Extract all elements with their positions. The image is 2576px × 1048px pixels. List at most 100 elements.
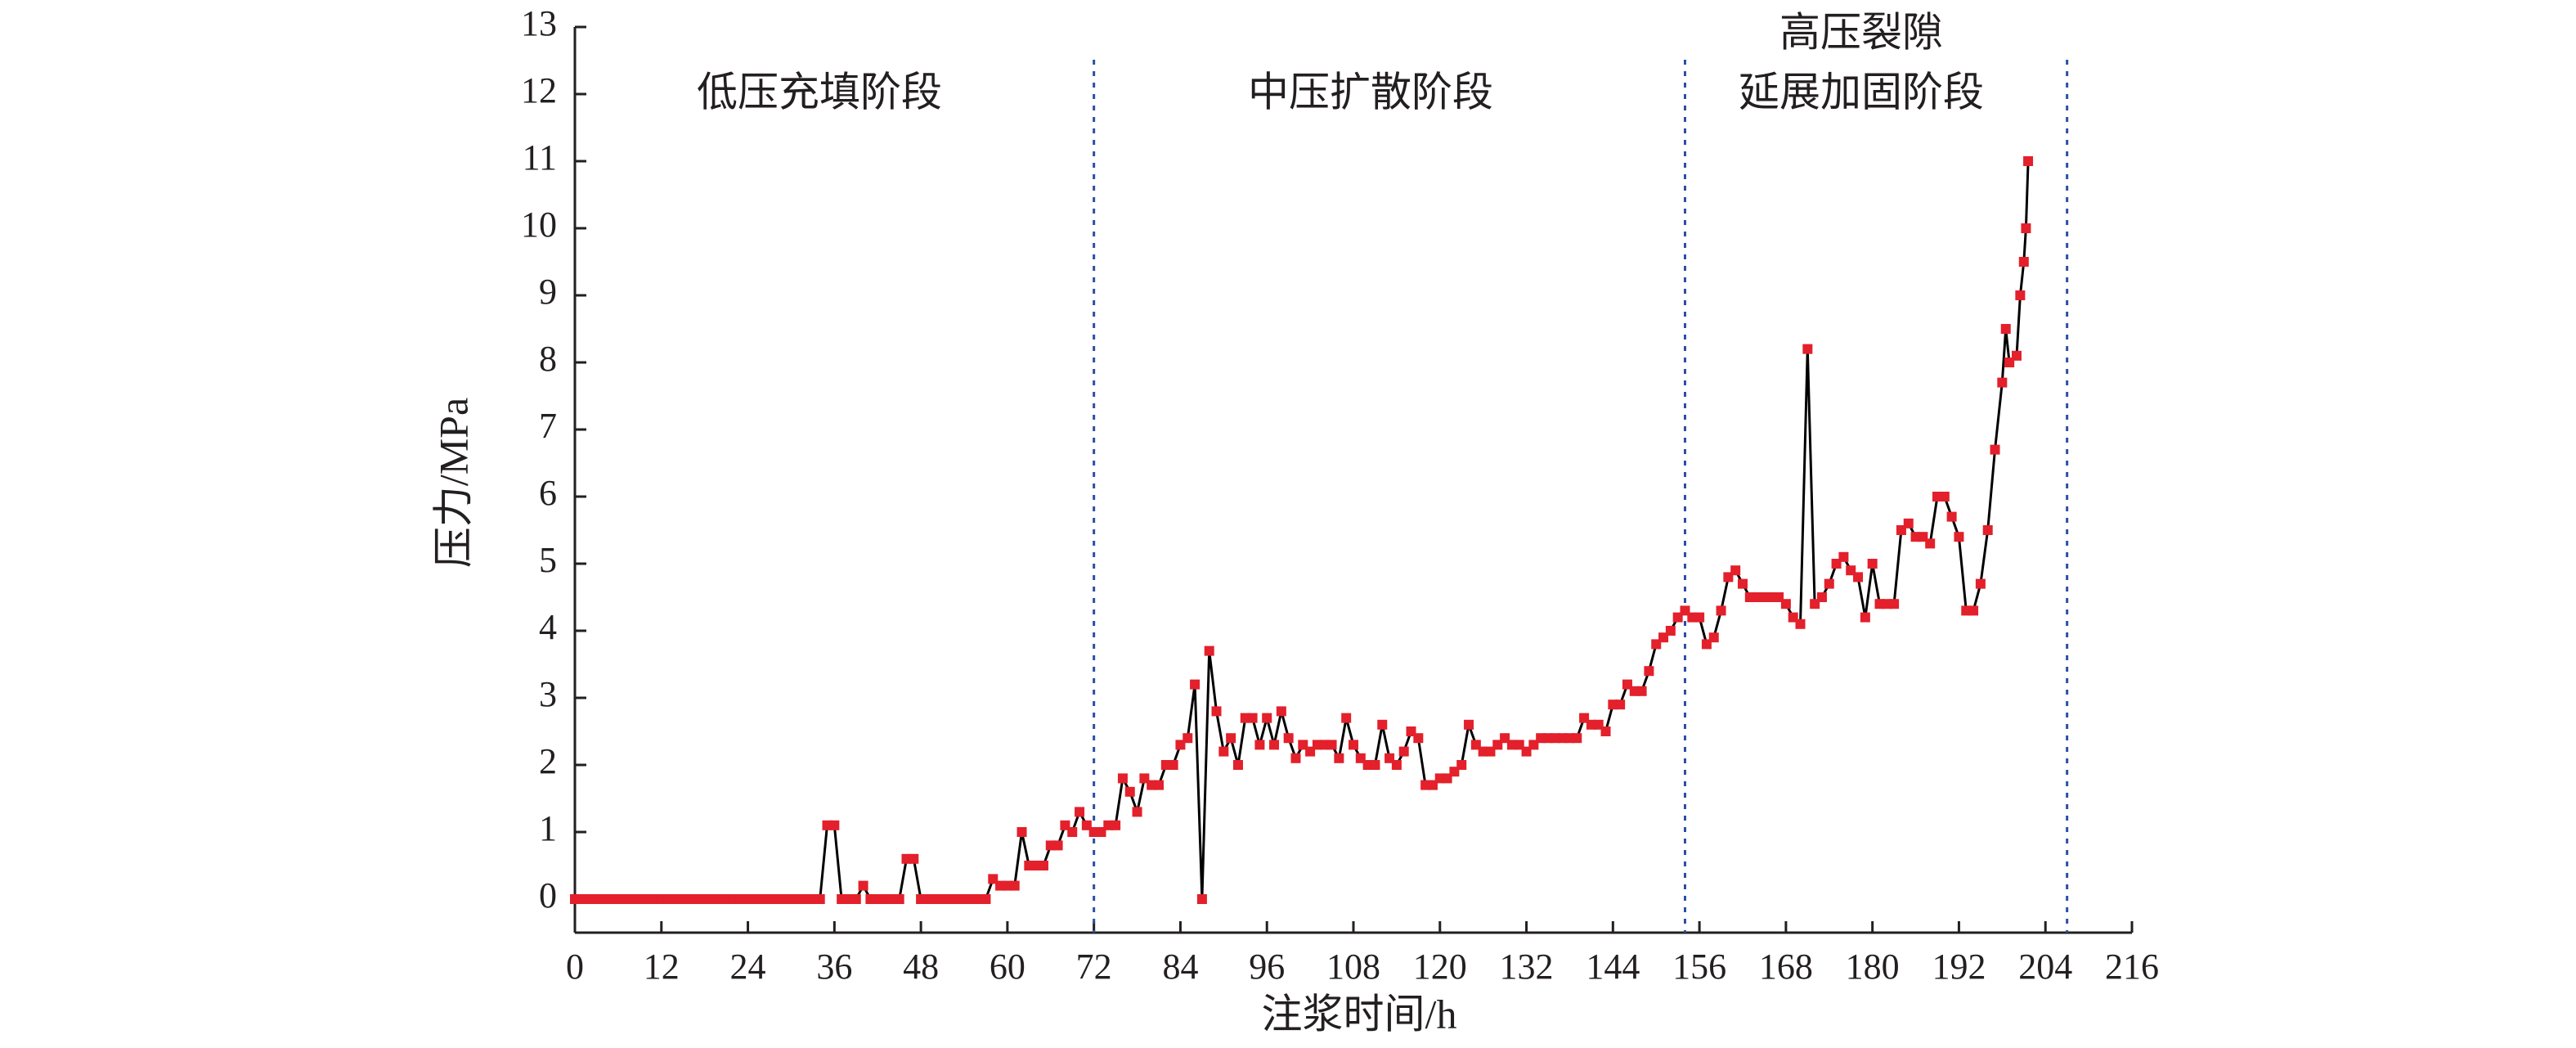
marker <box>1600 726 1611 736</box>
marker <box>1780 599 1791 609</box>
marker <box>1939 492 1950 502</box>
y-tick-label: 1 <box>539 808 557 848</box>
marker <box>1954 532 1964 542</box>
marker <box>1204 645 1214 656</box>
x-tick-label: 36 <box>816 947 852 987</box>
y-tick-label: 5 <box>539 540 557 580</box>
marker <box>1795 618 1806 629</box>
marker <box>1975 578 1986 589</box>
phase-label: 低压充填阶段 <box>697 69 942 115</box>
marker <box>1154 780 1164 790</box>
marker <box>1615 699 1626 710</box>
marker <box>1730 565 1741 576</box>
marker <box>1190 679 1200 690</box>
x-tick-label: 72 <box>1076 947 1112 987</box>
marker <box>1456 760 1467 770</box>
marker <box>1290 753 1301 763</box>
marker <box>1816 592 1827 602</box>
marker <box>2018 257 2029 267</box>
marker <box>1802 344 1813 354</box>
marker <box>1824 578 1834 589</box>
marker <box>858 880 868 891</box>
marker <box>1132 807 1142 817</box>
marker <box>1982 525 1993 535</box>
y-tick-label: 11 <box>523 137 557 178</box>
x-tick-label: 96 <box>1249 947 1285 987</box>
marker <box>1269 740 1280 750</box>
y-tick-label: 0 <box>539 875 557 915</box>
marker <box>1226 733 1236 744</box>
marker <box>1016 827 1027 837</box>
marker <box>1183 733 1193 744</box>
marker <box>1716 605 1726 616</box>
marker <box>1665 626 1676 636</box>
marker <box>1997 377 2008 388</box>
marker <box>1111 820 1121 830</box>
x-tick-label: 24 <box>730 947 766 987</box>
marker <box>1218 746 1229 757</box>
y-tick-label: 10 <box>521 205 557 245</box>
x-tick-label: 204 <box>2018 947 2072 987</box>
marker <box>1413 733 1424 744</box>
x-tick-label: 0 <box>566 947 584 987</box>
marker <box>1262 713 1272 723</box>
marker <box>1990 444 2000 455</box>
marker <box>1038 861 1048 870</box>
marker <box>2015 290 2026 300</box>
marker <box>1838 551 1849 562</box>
marker <box>1052 840 1063 851</box>
marker <box>1968 605 1979 616</box>
marker <box>2023 156 2034 166</box>
phase-label: 中压扩散阶段 <box>1248 69 1493 115</box>
x-tick-label: 180 <box>1846 947 1900 987</box>
y-tick-label: 4 <box>539 607 557 647</box>
marker <box>815 894 825 904</box>
marker <box>894 894 904 904</box>
marker <box>2011 350 2022 361</box>
y-tick-label: 8 <box>539 339 557 379</box>
y-tick-label: 13 <box>521 3 557 43</box>
y-axis-label: 压力/MPa <box>430 398 476 568</box>
marker <box>1232 760 1243 770</box>
phase-label: 延展加固阶段 <box>1739 69 1984 115</box>
x-tick-label: 132 <box>1500 947 1554 987</box>
marker <box>1694 612 1705 623</box>
marker <box>1889 599 1900 609</box>
marker <box>1211 706 1222 717</box>
marker <box>1067 827 1078 837</box>
marker <box>850 894 861 904</box>
marker <box>981 894 991 904</box>
x-tick-label: 12 <box>644 947 680 987</box>
marker <box>1672 612 1683 623</box>
line <box>575 160 2030 901</box>
marker <box>1168 760 1178 770</box>
marker <box>1247 713 1258 723</box>
x-tick-label: 48 <box>903 947 939 987</box>
x-tick-label: 144 <box>1586 947 1640 987</box>
marker <box>2021 223 2031 233</box>
marker <box>909 853 919 864</box>
marker <box>1117 773 1128 784</box>
y-tick-label: 6 <box>539 473 557 513</box>
marker <box>1738 578 1748 589</box>
marker <box>1276 706 1286 717</box>
marker <box>1708 632 1719 643</box>
marker <box>1925 538 1936 549</box>
marker <box>1334 753 1344 763</box>
marker <box>1946 511 1957 522</box>
marker <box>1341 713 1352 723</box>
marker <box>1391 760 1402 770</box>
x-tick-label: 216 <box>2105 947 2159 987</box>
y-tick-label: 3 <box>539 674 557 714</box>
x-tick-label: 108 <box>1326 947 1380 987</box>
x-tick-label: 192 <box>1932 947 1986 987</box>
marker <box>1196 894 1207 904</box>
marker <box>1009 880 1020 891</box>
marker <box>1636 686 1647 696</box>
marker <box>1572 733 1582 744</box>
x-axis-label: 注浆时间/h <box>1262 991 1457 1037</box>
marker <box>1903 518 1914 528</box>
x-tick-label: 156 <box>1672 947 1726 987</box>
marker <box>829 820 840 830</box>
